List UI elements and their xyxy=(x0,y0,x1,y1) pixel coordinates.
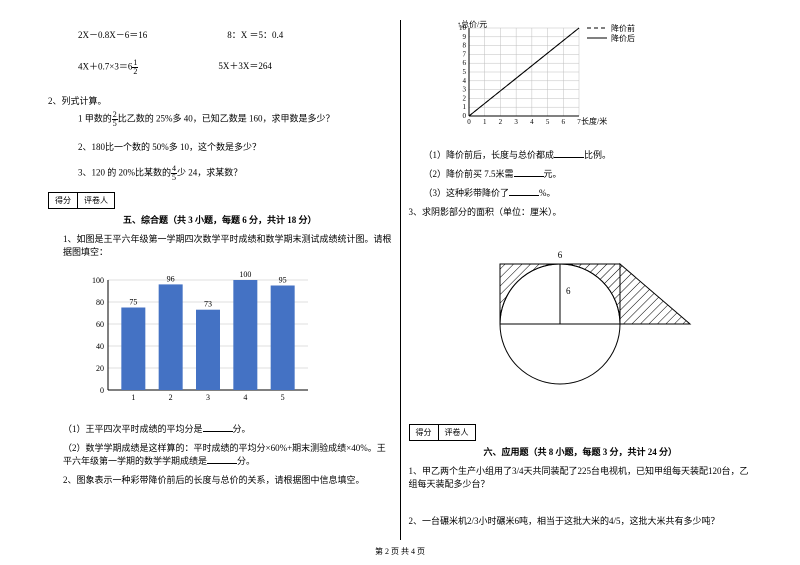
bar-chart: 0 20 40 60 80 100 75 1 96 2 73 3 100 4 95 5 xyxy=(78,270,318,410)
blank xyxy=(207,455,237,464)
svg-text:6: 6 xyxy=(561,118,565,126)
svg-text:4: 4 xyxy=(530,118,534,126)
svg-text:1: 1 xyxy=(462,103,466,111)
blank xyxy=(203,423,233,432)
r-p1: （1）降价前后，长度与总价都成比例。 xyxy=(424,148,753,161)
r-p3: （3）这种彩带降价了%。 xyxy=(424,186,753,199)
svg-text:6: 6 xyxy=(558,250,563,260)
score-cell: 评卷人 xyxy=(78,192,115,209)
svg-text:75: 75 xyxy=(129,298,137,307)
s5-q1-1: （1）王平四次平时成绩的平均分是分。 xyxy=(63,422,392,435)
r-p2: （2）降价前买 7.5米需元。 xyxy=(424,167,753,180)
svg-text:8: 8 xyxy=(462,42,466,50)
svg-text:40: 40 xyxy=(96,342,104,351)
blank xyxy=(509,187,539,196)
s5-q1-2: （2）数学学期成绩是这样算的：平时成绩的平均分×60%+期末测验成绩×40%。王… xyxy=(63,441,392,467)
svg-text:5: 5 xyxy=(545,118,549,126)
blank xyxy=(514,168,544,177)
svg-text:0: 0 xyxy=(462,112,466,120)
q2-sub2: 2、180比一个数的 50%多 10，这个数是多少？ xyxy=(78,140,392,153)
q2-sub3: 3、120 的 20%比某数的45少 24，求某数？ xyxy=(78,165,392,182)
svg-text:60: 60 xyxy=(96,320,104,329)
svg-text:20: 20 xyxy=(96,364,104,373)
svg-text:3: 3 xyxy=(514,118,518,126)
s5-q1: 1、如图是王平六年级第一学期四次数学平时成绩和数学期末测试成绩统计图。请根据图填… xyxy=(63,232,392,258)
blank xyxy=(554,149,584,158)
svg-text:2: 2 xyxy=(462,94,466,102)
svg-text:1: 1 xyxy=(482,118,486,126)
svg-text:降价后: 降价后 xyxy=(611,33,635,43)
svg-text:95: 95 xyxy=(279,276,287,285)
equation: 8：X ＝5：0.4 xyxy=(227,28,283,41)
s6-q2: 2、一台碾米机2/3小时碾米6吨，相当于这批大米的4/5，这批大米共有多少吨？ xyxy=(409,514,753,527)
svg-text:5: 5 xyxy=(281,393,285,402)
equation-row-2: 4X＋0.7×3＝612 5X＋3X＝264 xyxy=(78,59,392,76)
score-box: 得分 评卷人 xyxy=(48,192,392,209)
svg-text:降价前: 降价前 xyxy=(611,23,635,33)
svg-text:100: 100 xyxy=(239,270,251,279)
line-chart: 降价前降价后01234567012345678910↑总价/元长度/米 xyxy=(449,20,659,140)
equation: 2X－0.8X－6＝16 xyxy=(78,28,147,41)
right-column: 降价前降价后01234567012345678910↑总价/元长度/米 （1）降… xyxy=(401,20,761,540)
page: 2X－0.8X－6＝16 8：X ＝5：0.4 4X＋0.7×3＝612 5X＋… xyxy=(0,0,800,540)
q2-sub1: 1 甲数的25比乙数的 25%多 40，已知乙数是 160，求甲数是多少？ xyxy=(78,111,392,128)
svg-text:3: 3 xyxy=(206,393,210,402)
svg-text:100: 100 xyxy=(92,276,104,285)
svg-text:9: 9 xyxy=(462,33,466,41)
score-cell: 评卷人 xyxy=(439,424,476,441)
svg-text:0: 0 xyxy=(467,118,471,126)
circle-figure: 66 xyxy=(460,224,700,394)
svg-text:2: 2 xyxy=(169,393,173,402)
q2-lead: 2、列式计算。 xyxy=(48,94,392,107)
svg-text:长度/米: 长度/米 xyxy=(581,116,607,126)
svg-text:2: 2 xyxy=(498,118,502,126)
svg-text:3: 3 xyxy=(462,86,466,94)
left-column: 2X－0.8X－6＝16 8：X ＝5：0.4 4X＋0.7×3＝612 5X＋… xyxy=(40,20,401,540)
equation-row-1: 2X－0.8X－6＝16 8：X ＝5：0.4 xyxy=(78,28,392,41)
svg-text:6: 6 xyxy=(462,59,466,67)
equation: 4X＋0.7×3＝612 xyxy=(78,59,138,76)
svg-text:4: 4 xyxy=(243,393,247,402)
svg-text:1: 1 xyxy=(131,393,135,402)
svg-text:0: 0 xyxy=(100,386,104,395)
svg-text:73: 73 xyxy=(204,300,212,309)
svg-text:↑总价/元: ↑总价/元 xyxy=(457,20,487,29)
section-6-title: 六、应用题（共 8 小题，每题 3 分，共计 24 分） xyxy=(409,445,753,458)
section-5-title: 五、综合题（共 3 小题，每题 6 分，共计 18 分） xyxy=(48,213,392,226)
page-footer: 第 2 页 共 4 页 xyxy=(0,546,800,557)
svg-text:96: 96 xyxy=(167,274,175,283)
svg-text:7: 7 xyxy=(462,50,466,58)
svg-text:4: 4 xyxy=(462,77,466,85)
score-cell: 得分 xyxy=(409,424,439,441)
r-q3: 3、求阴影部分的面积（单位：厘米）。 xyxy=(409,205,753,218)
svg-text:5: 5 xyxy=(462,68,466,76)
s5-q2: 2、图象表示一种彩带降价前后的长度与总价的关系，请根据图中信息填空。 xyxy=(63,473,392,486)
equation: 5X＋3X＝264 xyxy=(218,59,272,76)
s6-q1: 1、甲乙两个生产小组用了3/4天共同装配了225台电视机，已知甲组每天装配120… xyxy=(409,464,753,490)
score-box: 得分 评卷人 xyxy=(409,424,753,441)
score-cell: 得分 xyxy=(48,192,78,209)
svg-text:80: 80 xyxy=(96,298,104,307)
svg-text:6: 6 xyxy=(566,286,571,296)
fraction: 12 xyxy=(132,59,138,76)
